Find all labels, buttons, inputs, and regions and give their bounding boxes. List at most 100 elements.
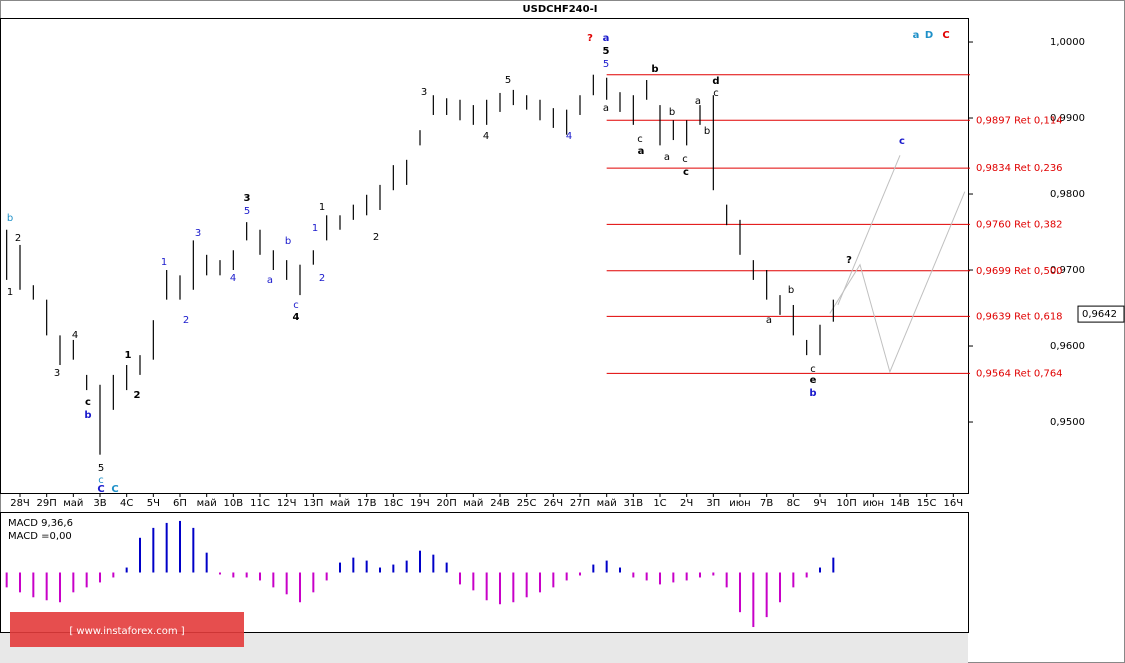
wave-label: 5 [98,463,104,474]
x-tick-label: 6П [173,498,187,509]
wave-label: b [285,236,291,247]
x-tick-label: 1С [653,498,666,509]
wave-label: c [683,167,689,178]
wave-label: 3 [421,87,427,98]
x-tick-label: 18С [383,498,403,509]
x-tick-label: 9Ч [813,498,826,509]
x-tick-label: 27П [570,498,590,509]
x-tick-label: 12Ч [277,498,297,509]
wave-label: c [98,475,104,486]
x-tick-label: 11С [250,498,270,509]
wave-label: 1 [7,287,13,298]
wave-label: a [603,33,610,44]
wave-label: a [913,30,920,41]
wave-label: b [7,213,13,224]
x-tick-label: 13П [303,498,323,509]
wave-label: a [638,146,645,157]
x-tick-label: 10П [837,498,857,509]
x-tick-label: 17В [357,498,377,509]
x-tick-label: май [197,498,217,509]
last-price-box [1077,305,1125,323]
x-tick-label: 3П [706,498,720,509]
x-tick-label: май [463,498,483,509]
x-tick-label: 4С [120,498,133,509]
x-tick-label: 28Ч [10,498,30,509]
wave-label: b [788,285,794,296]
wave-label: 3 [54,368,60,379]
y-tick-label: 1,0000 [1050,37,1085,48]
x-tick-label: 20П [437,498,457,509]
wave-label: b [669,107,675,118]
watermark: [ www.instaforex.com ] [69,626,184,637]
wave-label: 3 [244,193,251,204]
x-tick-label: 2Ч [680,498,693,509]
wave-label: 5 [244,206,250,217]
y-tick-label: 0,9500 [1050,417,1085,428]
x-tick-label: 16Ч [944,498,964,509]
wave-label: 2 [373,232,379,243]
wave-label: c [899,136,905,147]
level-label: 0,9760 Ret 0,382 [976,219,1063,230]
x-tick-label: 25С [517,498,537,509]
level-label: 0,9897 Ret 0,114 [976,115,1063,126]
wave-label: a [664,152,670,163]
wave-label: a [766,315,772,326]
wave-label: a [267,275,273,286]
x-tick-label: 5Ч [147,498,160,509]
wave-label: 1 [125,350,132,361]
wave-label: D [925,30,933,41]
wave-label: a [695,96,701,107]
wave-label: c [810,364,816,375]
wave-label: a [603,103,609,114]
wave-label: 4 [566,131,572,142]
wave-label: c [682,154,688,165]
x-tick-label: 15С [917,498,937,509]
wave-label: e [810,375,817,386]
x-tick-label: 19Ч [410,498,430,509]
level-label: 0,9639 Ret 0,618 [976,311,1063,322]
wave-label: c [713,88,719,99]
x-tick-label: 24В [490,498,510,509]
last-price-label: 0,9642 [1082,309,1117,320]
y-tick-label: 0,9900 [1050,113,1085,124]
x-tick-label: 31В [624,498,644,509]
y-tick-label: 0,9700 [1050,265,1085,276]
wave-label: b [651,64,658,75]
level-label: 0,9834 Ret 0,236 [976,163,1063,174]
price-panel [0,18,969,494]
x-tick-label: 8С [787,498,800,509]
wave-label: 4 [483,131,489,142]
wave-label: 1 [161,257,167,268]
x-tick-label: 29П [37,498,57,509]
wave-label: c [85,397,91,408]
wave-label: 1 [312,223,318,234]
wave-label: 2 [319,273,325,284]
x-tick-label: 14В [890,498,910,509]
wave-label: 1 [319,202,325,213]
wave-label: d [712,76,719,87]
macd-title: MACD 9,36,6 [8,518,73,529]
y-tick-label: 0,9800 [1050,189,1085,200]
x-tick-label: 7В [760,498,773,509]
macd-value: MACD =0,00 [8,531,72,542]
wave-label: 5 [603,59,609,70]
projection [837,155,901,306]
x-tick-label: май [330,498,350,509]
wave-label: 4 [293,312,300,323]
wave-label: C [111,484,118,495]
x-tick-label: 3В [93,498,106,509]
wave-label: b [809,388,816,399]
wave-label: b [84,410,91,421]
wave-label: 2 [134,390,141,401]
x-tick-label: май [597,498,617,509]
macd-panel [0,512,969,633]
wave-label: 2 [15,233,21,244]
x-tick-label: май [63,498,83,509]
wave-label: 5 [505,75,511,86]
wave-label: 4 [72,330,78,341]
wave-label: 4 [230,273,236,284]
level-label: 0,9699 Ret 0,500 [976,266,1063,277]
wave-label: C [97,484,104,495]
